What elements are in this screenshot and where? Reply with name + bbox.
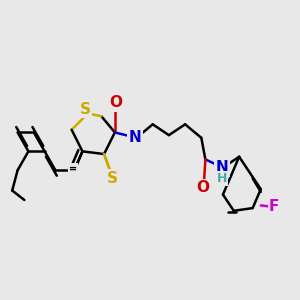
Text: N: N [129,130,142,145]
Text: F: F [269,199,280,214]
Text: H: H [216,172,227,185]
Text: S: S [80,102,91,117]
Text: S: S [107,171,118,186]
Text: O: O [196,180,209,195]
Text: N: N [215,160,228,175]
Text: O: O [110,95,123,110]
Text: =: = [69,164,77,174]
